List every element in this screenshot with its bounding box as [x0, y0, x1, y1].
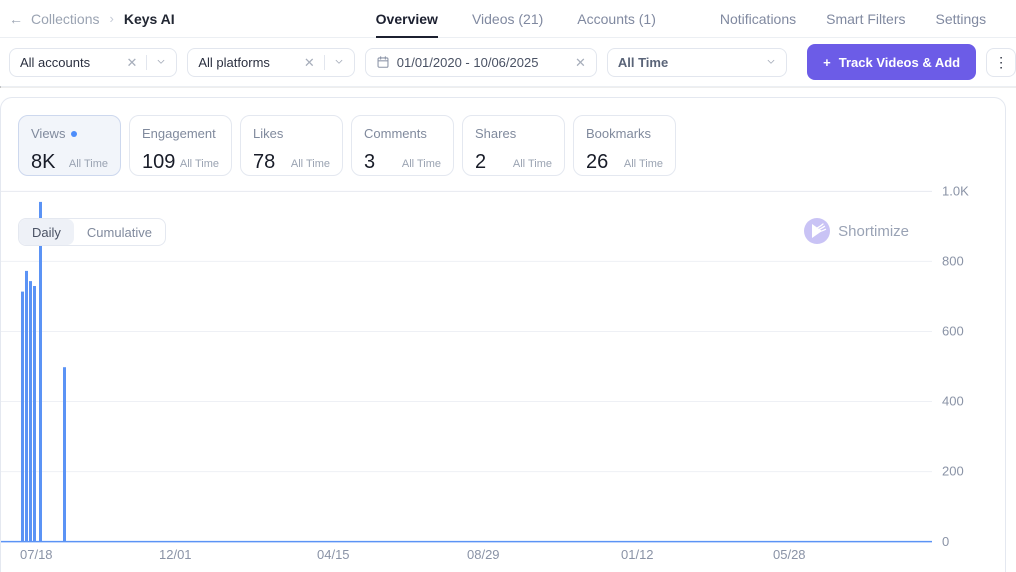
svg-text:600: 600 — [942, 324, 964, 339]
svg-text:04/15: 04/15 — [317, 547, 350, 562]
svg-text:07/18: 07/18 — [20, 547, 53, 562]
svg-text:800: 800 — [942, 254, 964, 269]
svg-text:0: 0 — [942, 534, 949, 549]
svg-text:1.0K: 1.0K — [942, 184, 969, 199]
svg-text:05/28: 05/28 — [773, 547, 806, 562]
svg-text:200: 200 — [942, 464, 964, 479]
svg-text:08/29: 08/29 — [467, 547, 500, 562]
svg-text:01/12: 01/12 — [621, 547, 654, 562]
svg-text:12/01: 12/01 — [159, 547, 192, 562]
svg-text:400: 400 — [942, 394, 964, 409]
